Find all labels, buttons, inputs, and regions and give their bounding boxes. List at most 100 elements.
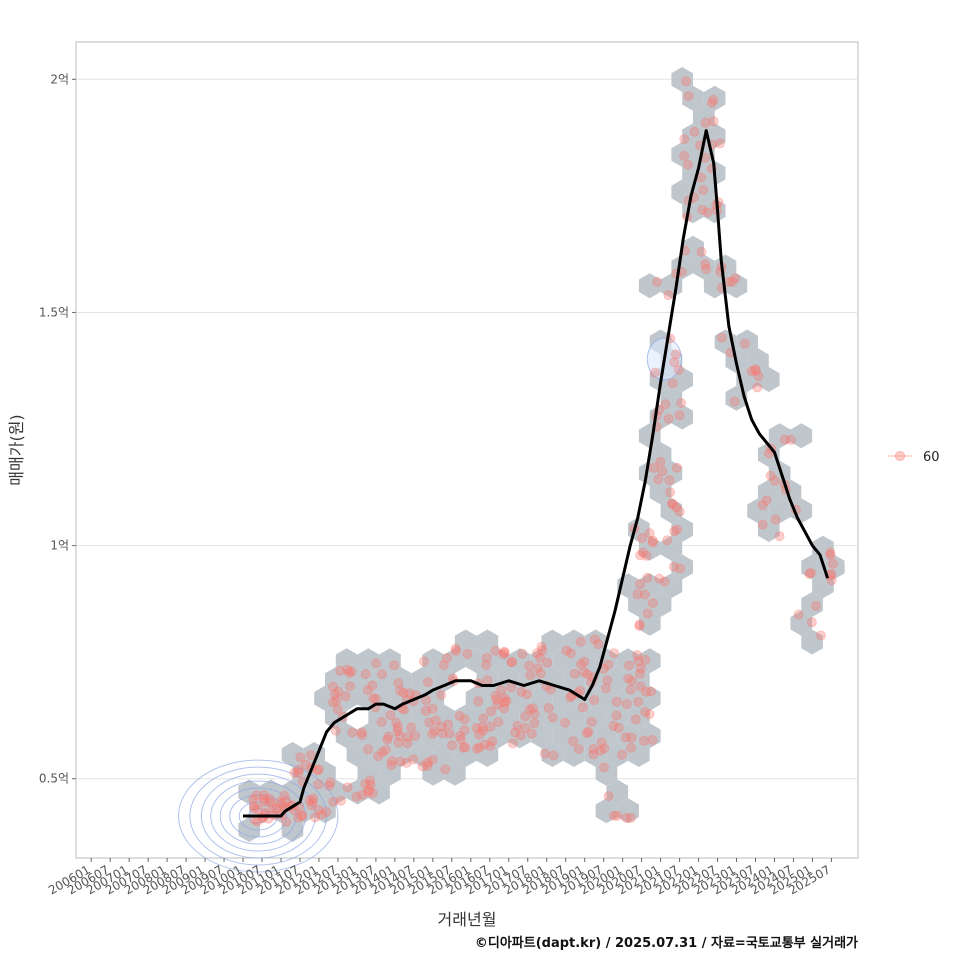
data-point [456,734,467,745]
data-point [548,750,559,761]
data-point [293,812,304,823]
hexbin-cell [346,779,369,805]
data-point [708,116,719,127]
data-point [529,718,540,729]
data-point [654,573,665,584]
data-point [669,357,680,368]
hexbin-cell [346,742,369,767]
data-point [417,761,428,772]
data-point [462,648,473,659]
data-point [635,681,646,692]
data-point [345,681,355,692]
data-point [344,667,355,678]
hexbin-cell [487,685,509,711]
hexbin-cell [606,742,629,767]
data-point [442,653,452,663]
hexbin-cell [682,85,704,111]
data-point [418,656,429,667]
data-point [698,185,709,195]
hexbin-cell [606,667,629,692]
data-point [679,150,690,161]
data-point [325,777,336,788]
hexbin-cell [649,479,672,505]
hexbin-cell [574,648,596,674]
data-point [621,812,632,823]
data-point [420,705,431,716]
hexbin-cell [758,367,780,392]
hexbin-cell [617,723,639,749]
data-point [510,727,521,738]
data-point [565,692,576,703]
data-point [493,717,504,727]
data-point [402,738,413,749]
hexbin-cell [638,610,661,636]
hexbin-cell [541,629,564,655]
data-point [478,725,489,736]
data-point [455,731,465,741]
hexbin-cell [465,685,488,711]
hexbin-cell [693,104,715,130]
data-point [664,475,675,486]
data-point [386,760,397,771]
data-point [752,382,763,393]
y-axis-title: 매매가(원) [7,414,26,485]
hexbin-cell [649,592,672,617]
data-point [392,726,403,737]
hexbin-cell [758,517,780,542]
data-point [259,790,270,801]
hexbin-cell [671,554,693,580]
data-point [668,561,679,572]
data-point [377,747,388,758]
hexbin-cell [660,460,683,486]
data-point [406,722,417,733]
data-point [630,714,641,725]
data-point [402,731,413,742]
data-point [517,648,528,659]
hexbin-cell [422,723,445,749]
hexbin-cell [476,742,499,767]
data-point [667,498,677,509]
data-point [392,722,403,733]
hexbin-cell [552,723,574,749]
hexbin-cell [617,685,639,711]
hexbin-cell [260,779,282,805]
data-point [356,727,367,738]
data-point [471,722,482,733]
data-point [479,739,490,750]
data-point [674,506,685,517]
hexbin-cell [660,385,683,411]
data-point [496,685,507,696]
hexbin-cell [530,648,553,674]
data-point [535,652,545,663]
hexbin-cell [693,179,715,205]
data-point [601,683,611,694]
data-point [490,645,501,656]
data-point [761,495,772,506]
hexbin-cell [389,704,412,730]
data-point [371,694,382,704]
hexbin-cell [411,667,434,692]
data-point [385,710,396,720]
hexbin-cell [552,648,574,674]
data-point [368,693,379,704]
data-point [264,793,275,804]
data-point [681,76,691,87]
data-point [770,514,781,525]
data-point [625,684,636,695]
data-point [459,725,470,736]
hexbin-cell [638,273,661,299]
hexbin-cell [357,648,380,674]
data-point [364,785,375,795]
hexbin-cell [563,704,585,730]
data-point [351,791,362,802]
data-point [360,669,371,680]
hexbin-cell [758,442,780,467]
data-point [599,762,609,773]
data-point [640,654,651,665]
data-point [660,399,671,410]
hexbin-cell [595,723,618,749]
data-point [422,760,433,771]
data-point [398,687,409,698]
data-point [535,668,546,679]
hexbin-cell [444,723,466,749]
